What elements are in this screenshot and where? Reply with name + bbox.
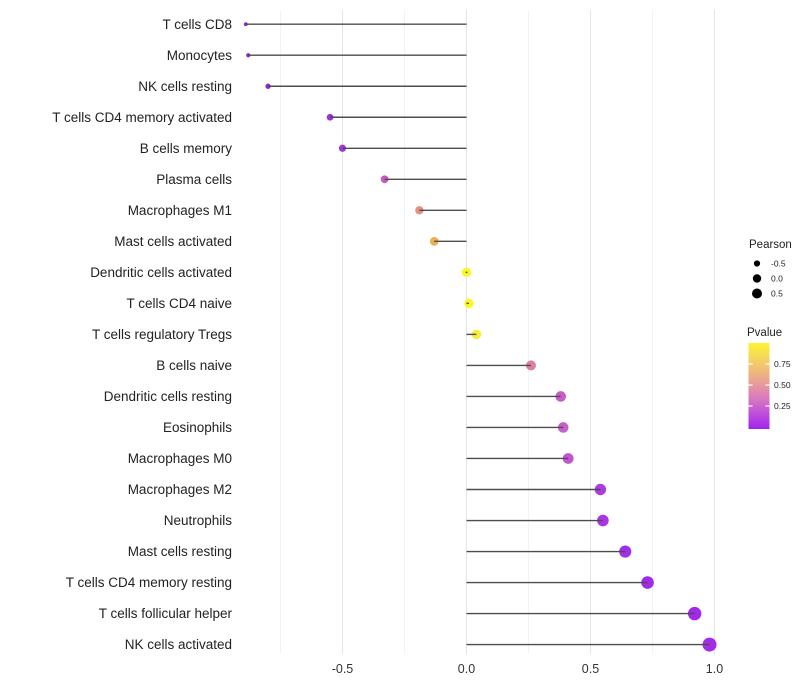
y-axis-label: T cells CD8 — [162, 17, 232, 32]
lollipop-dot — [246, 53, 251, 58]
y-axis-label: Mast cells activated — [114, 234, 232, 249]
legend-size-label: 0.5 — [771, 289, 783, 299]
colorbar-label: 0.25 — [774, 401, 791, 411]
y-axis-label: NK cells activated — [125, 637, 232, 652]
lollipop-row: Neutrophils — [164, 513, 609, 528]
lollipop-row: Dendritic cells resting — [104, 389, 567, 404]
colorbar-label: 0.50 — [774, 380, 791, 390]
lollipop-row: Eosinophils — [163, 420, 569, 435]
y-axis-label: Dendritic cells resting — [104, 389, 232, 404]
y-axis-label: T cells CD4 naive — [126, 296, 232, 311]
lollipop-row: B cells naive — [156, 358, 536, 373]
lollipop-row: Macrophages M1 — [128, 203, 467, 218]
lollipop-row: Mast cells resting — [128, 544, 632, 559]
lollipop-row: Dendritic cells activated — [90, 265, 472, 280]
legend-pearson-title: Pearson — [749, 239, 792, 251]
y-axis-label: Dendritic cells activated — [90, 265, 232, 280]
y-axis-label: Macrophages M2 — [128, 482, 232, 497]
lollipop-row: T cells regulatory Tregs — [92, 327, 482, 342]
lollipop-row: NK cells resting — [138, 79, 467, 94]
legend-size-label: 0.0 — [771, 274, 783, 284]
lollipop-row: B cells memory — [140, 141, 467, 156]
legend-size-dot — [752, 274, 762, 283]
lollipop-row: Mast cells activated — [114, 234, 467, 249]
legend-size-dot — [753, 260, 761, 267]
y-axis-label: T cells follicular helper — [99, 606, 233, 621]
legend-size-label: -0.5 — [771, 259, 786, 269]
y-axis-label: T cells CD4 memory resting — [66, 575, 232, 590]
lollipop-row: T cells CD8 — [162, 17, 467, 32]
lollipop-row: Plasma cells — [156, 172, 467, 187]
y-axis-label: NK cells resting — [138, 79, 232, 94]
y-axis-label: B cells naive — [156, 358, 232, 373]
y-axis-label: Mast cells resting — [128, 544, 232, 559]
y-axis-label: Plasma cells — [156, 172, 232, 187]
x-tick-label: 0.5 — [582, 662, 599, 676]
y-axis-label: B cells memory — [140, 141, 233, 156]
y-axis-label: Neutrophils — [164, 513, 233, 528]
y-axis-label: Monocytes — [167, 48, 233, 63]
lollipop-row: T cells CD4 naive — [126, 296, 474, 311]
colorbar-label: 0.75 — [774, 359, 791, 369]
legend-pvalue: Pvalue 0.75 0.50 0.25 — [747, 327, 791, 429]
lollipop-row: T cells CD4 memory resting — [66, 575, 654, 590]
y-axis-label: Macrophages M0 — [128, 451, 232, 466]
lollipop-row: Macrophages M2 — [128, 482, 607, 497]
lollipop-row: Monocytes — [167, 48, 467, 63]
legend-size-dot — [752, 288, 762, 299]
lollipop-row: T cells CD4 memory activated — [52, 110, 467, 125]
lollipop-row: NK cells activated — [125, 637, 717, 652]
x-tick-label: 0.0 — [458, 662, 475, 676]
legend-pvalue-title: Pvalue — [747, 327, 782, 339]
pvalue-colorbar — [748, 343, 770, 429]
lollipop-row: T cells follicular helper — [99, 606, 702, 621]
lollipop-row: Macrophages M0 — [128, 451, 574, 466]
y-axis-label: Eosinophils — [163, 420, 232, 435]
lollipop-dot — [265, 83, 271, 89]
lollipop-dot — [471, 329, 482, 340]
y-axis-label: T cells regulatory Tregs — [92, 327, 232, 342]
y-axis-label: Macrophages M1 — [128, 203, 232, 218]
legend-pearson: Pearson -0.5 0.0 0.5 — [749, 239, 792, 299]
y-axis-label: T cells CD4 memory activated — [52, 110, 232, 125]
x-tick-label: -0.5 — [332, 662, 354, 676]
x-tick-label: 1.0 — [706, 662, 723, 676]
